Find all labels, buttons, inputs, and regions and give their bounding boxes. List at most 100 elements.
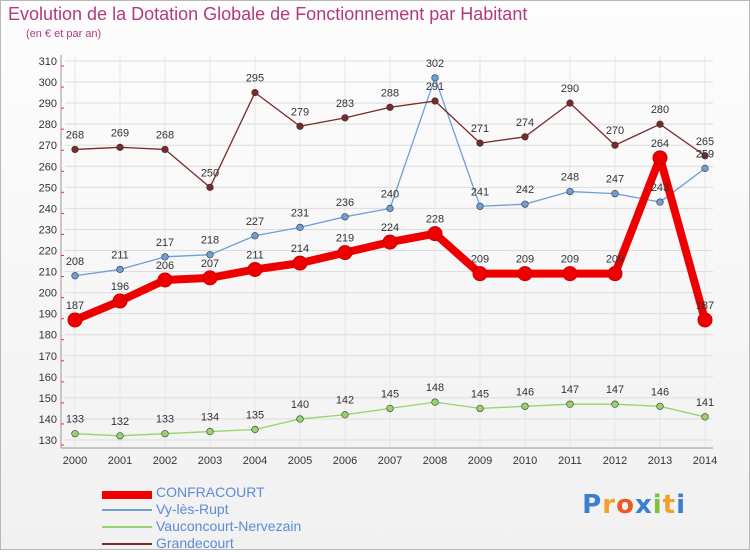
y-tick-label: 160 xyxy=(39,372,57,384)
y-tick-label: 230 xyxy=(39,224,57,236)
data-point xyxy=(521,200,529,208)
y-tick-label: 170 xyxy=(39,351,57,363)
data-label: 288 xyxy=(381,87,399,99)
data-point xyxy=(157,272,173,288)
data-point xyxy=(71,272,79,280)
data-point xyxy=(431,97,439,105)
data-point xyxy=(701,413,709,421)
y-tick-label: 200 xyxy=(39,288,57,300)
legend-swatch xyxy=(102,491,152,499)
data-point xyxy=(566,400,574,408)
data-label: 247 xyxy=(606,174,624,186)
data-label: 134 xyxy=(201,412,219,424)
x-tick-label: 2014 xyxy=(693,455,717,467)
y-tick-label: 300 xyxy=(39,77,57,89)
data-point xyxy=(476,139,484,147)
logo-letter: x xyxy=(634,490,653,520)
data-point xyxy=(67,312,83,328)
series-lines xyxy=(67,74,713,440)
data-point xyxy=(341,114,349,122)
data-point xyxy=(337,245,353,261)
data-label: 291 xyxy=(426,81,444,93)
data-point xyxy=(611,141,619,149)
data-label: 209 xyxy=(606,254,624,266)
data-label: 219 xyxy=(336,233,354,245)
data-point xyxy=(251,425,259,434)
data-label: 147 xyxy=(606,384,624,396)
data-point xyxy=(476,202,484,210)
legend-label: Vauconcourt-Nervezain xyxy=(156,518,302,534)
data-label: 207 xyxy=(201,258,219,270)
data-point xyxy=(656,198,664,206)
legend-label: Vy-lès-Rupt xyxy=(156,501,229,517)
legend-label: Grandecourt xyxy=(156,535,234,551)
y-tick-label: 250 xyxy=(39,182,57,194)
data-label: 211 xyxy=(246,249,264,261)
data-point xyxy=(517,266,533,282)
data-point xyxy=(71,430,79,438)
grid-lines xyxy=(65,55,713,448)
data-label: 145 xyxy=(471,388,489,400)
data-point xyxy=(607,266,623,282)
data-label: 241 xyxy=(471,186,489,198)
data-point xyxy=(161,253,169,261)
data-label: 274 xyxy=(516,117,534,129)
data-label: 146 xyxy=(651,386,669,398)
data-point xyxy=(116,432,124,440)
data-point xyxy=(292,255,308,271)
proxiti-logo: Proxiti xyxy=(582,490,686,520)
data-point xyxy=(386,204,394,212)
y-tick-label: 140 xyxy=(39,414,57,426)
data-label: 279 xyxy=(291,106,309,118)
data-label: 208 xyxy=(66,256,84,268)
data-label: 218 xyxy=(201,235,219,247)
data-label: 236 xyxy=(336,197,354,209)
data-point xyxy=(112,293,128,309)
data-point xyxy=(562,266,578,282)
y-tick-label: 280 xyxy=(39,119,57,131)
data-label: 242 xyxy=(516,184,534,196)
data-point xyxy=(382,234,398,250)
data-point xyxy=(251,88,259,97)
x-tick-label: 2011 xyxy=(558,455,582,467)
x-tick-label: 2004 xyxy=(243,455,267,467)
data-point xyxy=(521,402,529,410)
data-point xyxy=(116,143,124,151)
data-point xyxy=(161,430,169,438)
data-label: 224 xyxy=(381,222,399,234)
logo-letter: o xyxy=(616,490,635,520)
data-point xyxy=(472,266,488,282)
data-point xyxy=(386,404,394,413)
data-label: 214 xyxy=(291,243,309,255)
x-tick-label: 2009 xyxy=(468,455,492,467)
data-label: 268 xyxy=(156,129,174,141)
data-label: 209 xyxy=(561,254,579,266)
x-tick-label: 2007 xyxy=(378,455,402,467)
legend-swatch xyxy=(102,509,152,511)
x-tick-label: 2002 xyxy=(153,455,177,467)
data-label: 231 xyxy=(291,207,309,219)
x-tick-label: 2000 xyxy=(63,455,87,467)
data-label: 283 xyxy=(336,98,354,110)
data-label: 217 xyxy=(156,237,174,249)
data-point xyxy=(697,312,713,328)
data-point xyxy=(427,226,443,242)
data-label: 148 xyxy=(426,382,444,394)
y-tick-label: 310 xyxy=(39,56,57,68)
y-tick-label: 220 xyxy=(39,246,57,258)
data-point xyxy=(296,223,304,231)
data-label: 196 xyxy=(111,281,129,293)
data-label: 259 xyxy=(696,148,714,160)
y-tick-label: 190 xyxy=(39,309,57,321)
data-label: 140 xyxy=(291,399,309,411)
data-label: 209 xyxy=(471,254,489,266)
logo-letter: r xyxy=(602,490,617,520)
logo-letter: i xyxy=(652,490,663,520)
data-label: 132 xyxy=(111,416,129,428)
x-tick-label: 2001 xyxy=(108,455,132,467)
y-tick-label: 130 xyxy=(39,435,57,447)
data-label: 141 xyxy=(696,397,714,409)
legend-swatch xyxy=(102,543,152,545)
data-point xyxy=(566,99,574,107)
data-label: 269 xyxy=(111,127,129,139)
